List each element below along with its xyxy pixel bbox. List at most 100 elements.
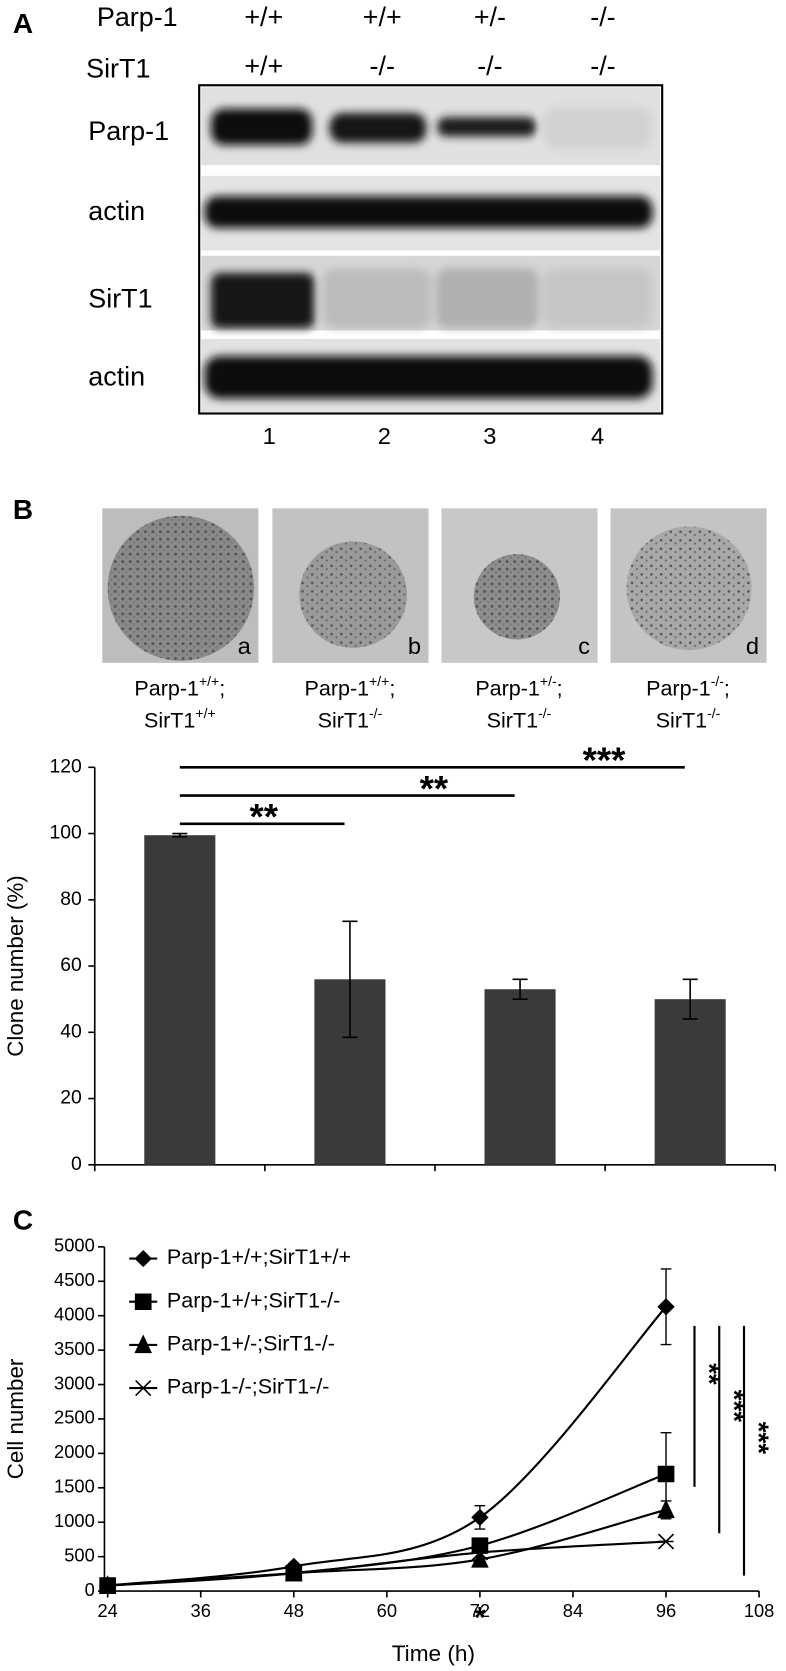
y-tick-label: 3500 (54, 1339, 95, 1359)
genotype: +/- (474, 2, 506, 32)
x-tick-label: 84 (563, 1601, 583, 1621)
genotype: -/- (590, 2, 615, 32)
legend-label: Parp-1+/-;SirT1-/- (167, 1332, 335, 1356)
genotype: +/+ (244, 51, 283, 81)
allele: +/- (540, 673, 557, 689)
x-tick-label: 24 (97, 1601, 117, 1621)
lane-number: 4 (591, 423, 604, 449)
row-label: Parp-1 (97, 2, 178, 32)
gene: Parp-1 (305, 676, 370, 700)
allele: -/- (707, 705, 721, 721)
x-tick-label: 60 (377, 1601, 397, 1621)
y-tick-label: 20 (60, 1088, 82, 1109)
significance-label: *** (583, 740, 627, 781)
bar (144, 835, 216, 1165)
y-tick-label: 0 (85, 1580, 95, 1600)
y-tick-label: 2500 (54, 1408, 95, 1428)
blot-label: Parp-1 (88, 116, 169, 146)
gene: SirT1 (656, 708, 707, 732)
series-line (107, 1508, 667, 1587)
significance-label: ** (250, 796, 279, 837)
marker (471, 1508, 489, 1527)
image-letter: c (578, 633, 590, 659)
gene: SirT1 (487, 708, 538, 732)
series-line (107, 1306, 667, 1587)
micrographs (102, 508, 767, 663)
colony (299, 541, 407, 648)
genotype: -/- (590, 51, 615, 81)
genotype: -/- (370, 51, 395, 81)
y-tick-label: 4000 (54, 1305, 95, 1325)
marker (471, 1544, 489, 1561)
blot-label: SirT1 (88, 284, 152, 314)
x-tick-label: 36 (191, 1601, 211, 1621)
lane-number: 3 (483, 423, 496, 449)
significance-label: ** (694, 1363, 725, 1385)
legend-label: Parp-1+/+;SirT1+/+ (167, 1245, 351, 1269)
marker (134, 1249, 152, 1268)
allele: -/- (711, 673, 725, 689)
y-tick-label: 80 (60, 889, 82, 910)
legend-label: Parp-1+/+;SirT1-/- (167, 1288, 340, 1312)
genotype: +/+ (244, 2, 283, 32)
marker (657, 1499, 675, 1519)
colony (107, 515, 255, 661)
bands (204, 106, 653, 399)
marker (134, 1293, 152, 1310)
image-letter: b (408, 633, 421, 659)
image-letter: a (238, 633, 252, 659)
y-axis-label: Cell number (3, 1358, 28, 1479)
marker (657, 1465, 675, 1483)
y-tick-label: 120 (50, 756, 82, 777)
legend-label: Parp-1-/-;SirT1-/- (167, 1375, 330, 1399)
allele: +/+ (369, 673, 389, 689)
significance-label: *** (744, 1422, 775, 1455)
allele: +/+ (199, 673, 219, 689)
genotype-label: Parp-1-/-; (646, 673, 730, 700)
y-tick-label: 40 (60, 1021, 82, 1042)
marker (135, 1380, 152, 1397)
colony (473, 554, 560, 640)
annotation: * (474, 1602, 486, 1635)
genotype-label: Parp-1+/-; (475, 673, 562, 700)
y-tick-label: 60 (60, 955, 82, 976)
error-bar (172, 832, 188, 838)
genotype-label: SirT1-/- (656, 705, 721, 732)
image-letter: d (746, 633, 759, 659)
marker (657, 1533, 675, 1550)
lane-number: 2 (378, 423, 391, 449)
significance-label: ** (420, 768, 449, 809)
allele: -/- (538, 705, 552, 721)
x-tick-label: 108 (744, 1601, 775, 1621)
y-tick-label: 0 (71, 1154, 82, 1175)
y-tick-label: 1500 (54, 1477, 95, 1497)
row-label: SirT1 (86, 54, 150, 84)
gene: Parp-1 (134, 676, 199, 700)
panel-label: A (13, 8, 33, 39)
separator: ; (219, 676, 225, 700)
gene: Parp-1 (475, 676, 540, 700)
blot-label: actin (88, 361, 145, 391)
panel-label: B (13, 494, 33, 525)
x-tick-label: 48 (284, 1601, 304, 1621)
y-tick-label: 4500 (54, 1270, 95, 1290)
y-tick-label: 100 (50, 823, 82, 844)
panel-label: C (13, 1205, 33, 1236)
separator: ; (557, 676, 563, 700)
y-tick-label: 1000 (54, 1511, 95, 1531)
genotype-label: SirT1-/- (318, 705, 383, 732)
error-bar (512, 978, 528, 1000)
blot-label: actin (88, 196, 145, 226)
genotype-label: SirT1-/- (487, 705, 552, 732)
series-line (107, 1540, 667, 1587)
allele: -/- (369, 705, 383, 721)
marker (99, 1577, 116, 1594)
marker (657, 1298, 675, 1316)
marker (471, 1548, 489, 1568)
gene: SirT1 (318, 708, 369, 732)
genotype-label: Parp-1+/+; (134, 673, 225, 700)
western-blot (198, 84, 664, 415)
y-tick-label: 500 (64, 1546, 95, 1566)
genotype-label: SirT1+/+ (144, 705, 216, 732)
